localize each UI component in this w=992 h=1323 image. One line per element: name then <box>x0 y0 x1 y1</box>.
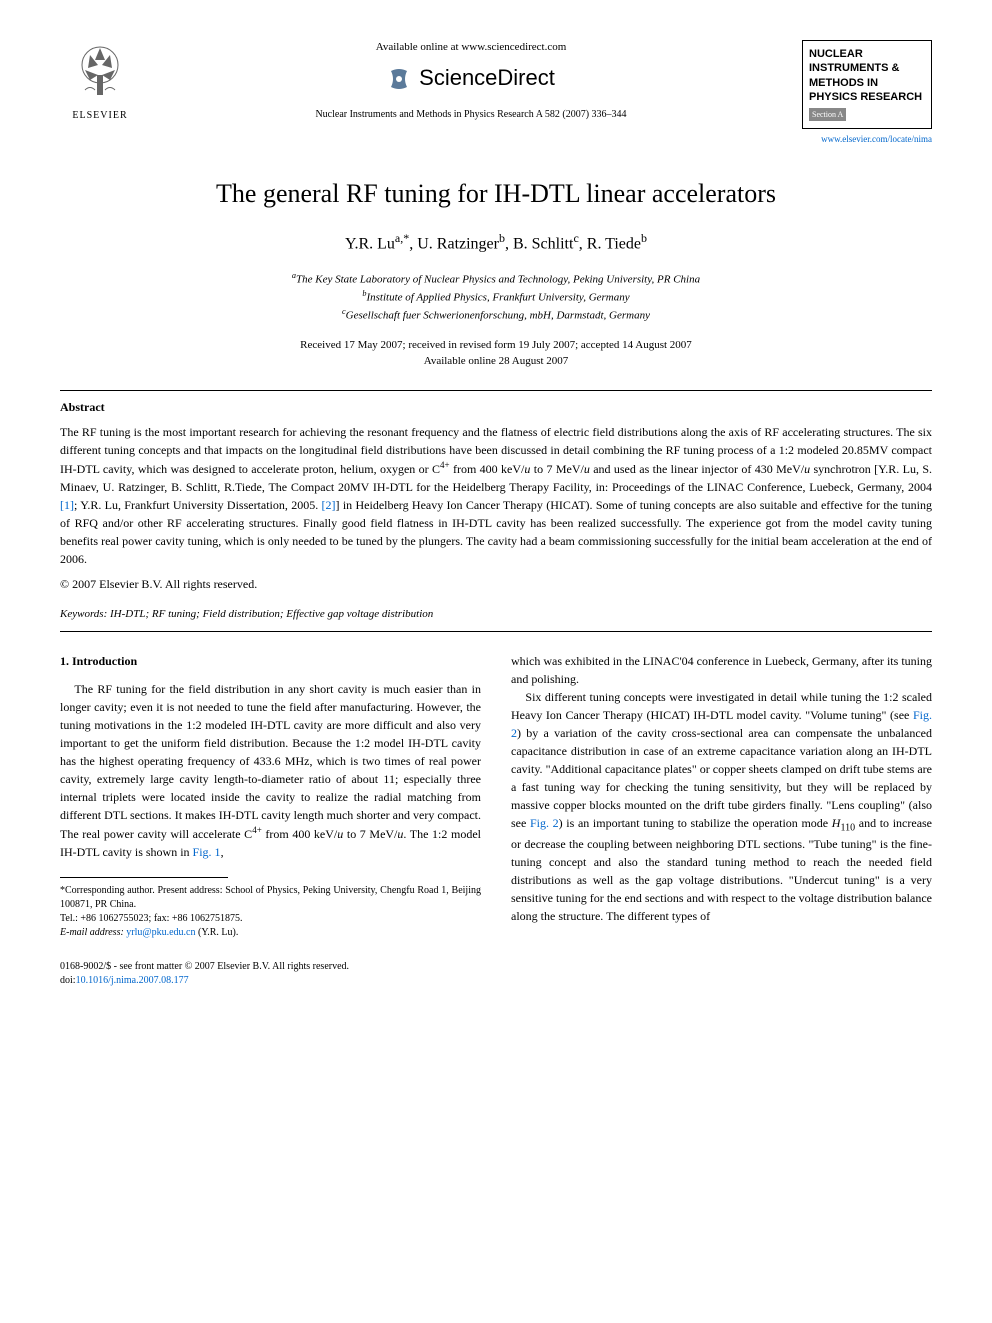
journal-reference: Nuclear Instruments and Methods in Physi… <box>160 108 782 122</box>
available-online-text: Available online at www.sciencedirect.co… <box>160 40 782 55</box>
fig-link-2b[interactable]: Fig. 2 <box>530 816 559 830</box>
footer-front-matter: 0168-9002/$ - see front matter © 2007 El… <box>60 960 349 974</box>
col2-para-2: Six different tuning concepts were inves… <box>511 688 932 925</box>
affiliation-a: aThe Key State Laboratory of Nuclear Phy… <box>60 270 932 288</box>
footnote-corresponding: *Corresponding author. Present address: … <box>60 884 481 912</box>
footer: 0168-9002/$ - see front matter © 2007 El… <box>60 960 932 988</box>
footnote-tel: Tel.: +86 1062755023; fax: +86 106275187… <box>60 912 481 926</box>
keywords-text: IH-DTL; RF tuning; Field distribution; E… <box>110 608 433 620</box>
col1-para-1: The RF tuning for the field distribution… <box>60 680 481 861</box>
col2-para-1: which was exhibited in the LINAC'04 conf… <box>511 652 932 688</box>
elsevier-logo: ELSEVIER <box>60 40 140 123</box>
affiliation-b: bInstitute of Applied Physics, Frankfurt… <box>60 288 932 306</box>
ref-link-2[interactable]: [2] <box>322 498 336 512</box>
footer-left: 0168-9002/$ - see front matter © 2007 El… <box>60 960 349 988</box>
email-link[interactable]: yrlu@pku.edu.cn <box>126 927 195 938</box>
journal-box-section: Section A <box>809 108 846 121</box>
article-title: The general RF tuning for IH-DTL linear … <box>60 176 932 212</box>
section-1-heading: 1. Introduction <box>60 652 481 670</box>
footnote-block: *Corresponding author. Present address: … <box>60 884 481 940</box>
fig-link-1[interactable]: Fig. 1 <box>193 845 221 859</box>
elsevier-tree-icon <box>70 40 130 100</box>
doi-link[interactable]: 10.1016/j.nima.2007.08.177 <box>76 975 189 986</box>
sciencedirect-brand: ScienceDirect <box>160 63 782 94</box>
affiliations: aThe Key State Laboratory of Nuclear Phy… <box>60 270 932 324</box>
keywords: Keywords: IH-DTL; RF tuning; Field distr… <box>60 607 932 622</box>
fig-link-2a[interactable]: Fig. 2 <box>511 708 932 740</box>
journal-box: NUCLEAR INSTRUMENTS & METHODS IN PHYSICS… <box>802 40 932 129</box>
abstract-text: The RF tuning is the most important rese… <box>60 423 932 568</box>
journal-box-title: NUCLEAR INSTRUMENTS & METHODS IN PHYSICS… <box>809 47 925 104</box>
authors: Y.R. Lua,*, U. Ratzingerb, B. Schlittc, … <box>60 230 932 256</box>
elsevier-label: ELSEVIER <box>60 109 140 123</box>
keywords-label: Keywords: <box>60 608 107 620</box>
sciencedirect-text: ScienceDirect <box>419 63 555 94</box>
column-left: 1. Introduction The RF tuning for the fi… <box>60 652 481 940</box>
footnote-separator <box>60 877 228 878</box>
divider <box>60 631 932 632</box>
footer-doi: doi:10.1016/j.nima.2007.08.177 <box>60 974 349 988</box>
journal-link[interactable]: www.elsevier.com/locate/nima <box>802 133 932 146</box>
copyright: © 2007 Elsevier B.V. All rights reserved… <box>60 576 932 593</box>
sciencedirect-icon <box>387 67 411 91</box>
ref-link-1[interactable]: [1] <box>60 498 74 512</box>
center-header: Available online at www.sciencedirect.co… <box>140 40 802 122</box>
received-date: Received 17 May 2007; received in revise… <box>60 337 932 354</box>
article-dates: Received 17 May 2007; received in revise… <box>60 337 932 370</box>
header-row: ELSEVIER Available online at www.science… <box>60 40 932 146</box>
body-columns: 1. Introduction The RF tuning for the fi… <box>60 652 932 940</box>
journal-box-container: NUCLEAR INSTRUMENTS & METHODS IN PHYSICS… <box>802 40 932 146</box>
online-date: Available online 28 August 2007 <box>60 353 932 370</box>
footnote-email: E-mail address: yrlu@pku.edu.cn (Y.R. Lu… <box>60 926 481 940</box>
divider <box>60 390 932 391</box>
abstract-heading: Abstract <box>60 399 932 416</box>
column-right: which was exhibited in the LINAC'04 conf… <box>511 652 932 940</box>
affiliation-c: cGesellschaft fuer Schwerionenforschung,… <box>60 306 932 324</box>
